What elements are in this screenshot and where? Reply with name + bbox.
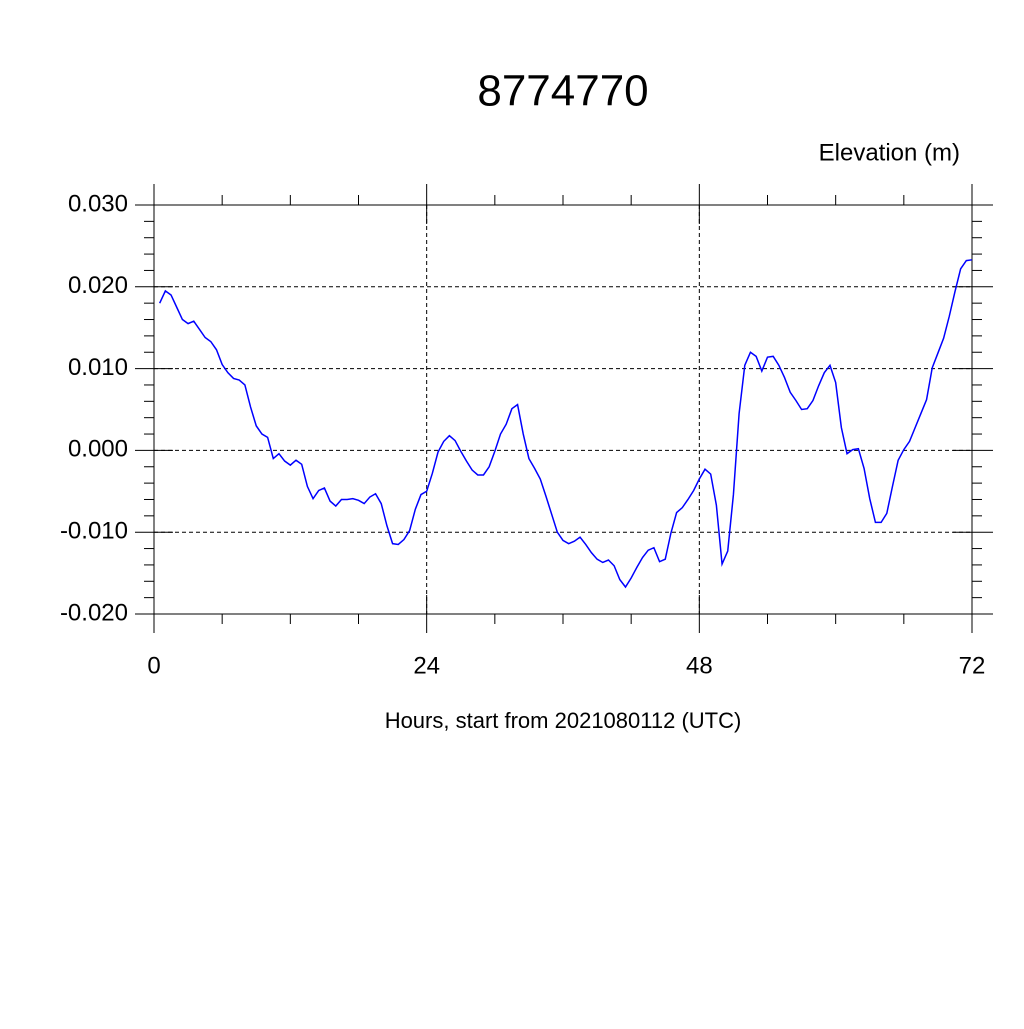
x-tick-label: 0 (147, 652, 160, 679)
x-tick-label: 48 (686, 652, 713, 679)
y-tick-label: 0.030 (68, 190, 128, 217)
y-tick-label: 0.000 (68, 436, 128, 463)
x-axis-label: Hours, start from 2021080112 (UTC) (385, 708, 742, 733)
y-axis-label: Elevation (m) (819, 139, 960, 166)
x-tick-label: 72 (959, 652, 986, 679)
y-tick-label: -0.010 (60, 518, 128, 545)
x-tick-label: 24 (413, 652, 440, 679)
data-line (158, 259, 973, 589)
chart-title: 8774770 (477, 67, 648, 116)
y-tick-label: 0.010 (68, 354, 128, 381)
plot-frame (153, 204, 973, 615)
y-tick-label: 0.020 (68, 272, 128, 299)
y-tick-label: -0.020 (60, 599, 128, 626)
